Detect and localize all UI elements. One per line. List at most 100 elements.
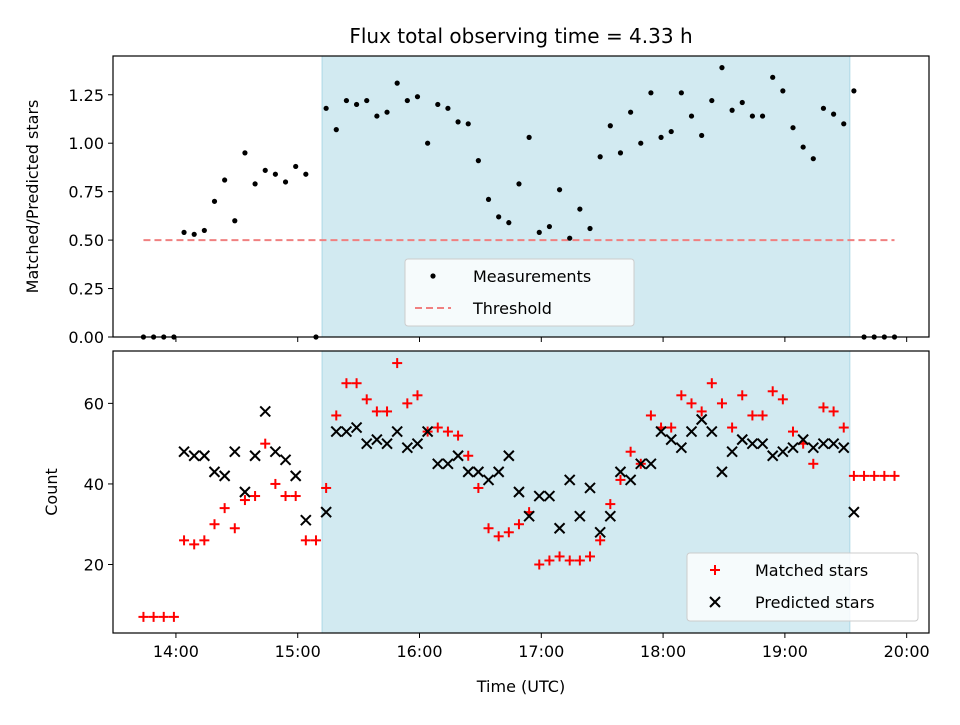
data-point [455,119,461,125]
data-point [280,491,291,502]
data-point [382,406,393,417]
data-point [678,90,684,96]
legend-label: Measurements [473,267,591,286]
data-point [269,446,282,458]
data-point [178,446,190,458]
data-point [820,105,827,111]
data-point [272,171,278,177]
data-point [685,425,698,438]
y-tick-label: 0.25 [68,280,104,299]
data-point [747,410,758,421]
x-tick-label: 19:00 [762,642,808,661]
data-point [361,394,372,405]
data-point [808,458,819,469]
data-point [695,413,708,426]
data-point [219,503,230,514]
data-point [242,150,248,156]
data-point [585,551,596,562]
data-point [757,410,768,421]
data-point [615,474,626,485]
data-point [208,466,221,478]
data-point [374,113,380,119]
data-point [830,111,837,117]
legend-label: Matched stars [755,561,868,580]
data-point [709,97,715,104]
data-point [577,206,583,212]
data-point [249,450,261,462]
data-point [503,450,515,462]
data-point [506,220,512,226]
data-point [391,425,403,438]
data-point [648,90,654,96]
data-point [252,181,258,187]
data-point [658,134,664,140]
data-point [749,113,756,119]
legend-box [404,258,635,327]
data-point [617,150,624,156]
data-point [706,378,717,389]
data-point [259,405,271,418]
data-point [777,446,789,458]
data-point [655,425,667,438]
data-point [181,229,187,235]
legend-marker-measurements [430,273,436,279]
data-point [321,482,332,493]
data-point [179,535,190,546]
data-point [556,187,563,193]
data-point [333,127,339,133]
data-point [392,358,403,369]
data-point [818,402,829,413]
data-point [279,454,292,466]
data-point [414,94,421,100]
data-point [432,458,444,470]
data-point [719,65,725,71]
data-point [851,88,857,94]
x-tick-label: 20:00 [884,642,930,661]
y-tick-label: 0.50 [68,231,104,250]
data-point [574,510,586,522]
x-tick-label: 15:00 [275,642,321,661]
data-point [696,406,707,417]
data-point [628,109,634,115]
axes-frame [112,350,930,634]
data-point [239,486,251,498]
data-point [300,514,312,526]
data-point [889,470,900,481]
data-point [293,163,299,170]
data-point [412,390,423,401]
data-point [188,450,200,462]
data-point [384,109,390,115]
data-point [574,555,585,566]
data-point [688,113,695,119]
data-point [706,425,718,438]
data-point [289,470,302,482]
data-point [485,196,492,203]
data-point [587,225,593,232]
data-point [503,527,514,538]
data-point [716,398,727,409]
data-point [381,437,393,450]
data-point [364,97,370,104]
data-point [300,535,311,546]
legend: Matched stars Predicted stars [686,552,919,622]
data-point [604,510,617,522]
data-point [777,394,788,405]
data-point [330,425,342,438]
data-point [848,506,860,518]
data-point [250,491,261,502]
data-point [404,97,410,104]
series-measurements [140,65,898,340]
data-point [463,450,474,461]
data-point [371,433,383,446]
series-predicted-stars [178,405,860,538]
data-point [838,441,850,454]
data-point [401,441,414,454]
data-point [442,458,454,470]
data-point [645,458,657,470]
data-point [496,214,502,220]
data-point [638,140,644,146]
data-point [353,101,360,108]
data-point [726,446,738,458]
chart-title: Flux total observing time = 4.33 h [349,24,692,48]
